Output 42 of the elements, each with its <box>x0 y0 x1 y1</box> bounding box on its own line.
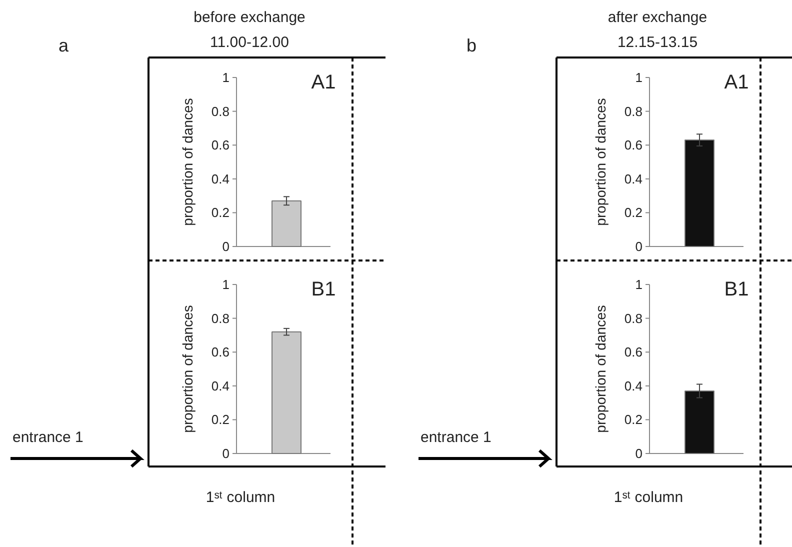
y-tick-label: 0.6 <box>624 344 643 360</box>
y-tick-label: 1 <box>222 277 230 292</box>
y-tick-label: 0 <box>222 239 230 254</box>
y-tick-label: 1 <box>635 277 643 292</box>
chart-title: A1 <box>311 72 336 94</box>
text: 1ˢᵗ column <box>614 489 684 506</box>
text: a <box>58 36 70 56</box>
y-tick-label: 0.6 <box>211 138 230 153</box>
chart-title: A1 <box>724 72 749 94</box>
y-axis-title: proportion of dances <box>592 305 608 433</box>
text: 11.00-12.00 <box>210 34 289 51</box>
text: after exchange <box>608 9 708 26</box>
y-tick-label: 1 <box>222 70 230 85</box>
y-tick-label: 0.4 <box>211 171 230 186</box>
y-tick-label: 0.4 <box>624 378 643 394</box>
y-tick-label: 0.2 <box>211 205 230 220</box>
chart-title: B1 <box>311 278 336 300</box>
y-tick-label: 0 <box>635 446 643 461</box>
y-tick-label: 0 <box>222 446 230 461</box>
text: before exchange <box>194 9 306 26</box>
y-tick-label: 0.2 <box>624 205 643 220</box>
y-tick-label: 0.4 <box>624 171 643 186</box>
y-tick-label: 0 <box>635 239 643 254</box>
y-axis-title: proportion of dances <box>180 305 196 433</box>
y-tick-label: 0.8 <box>624 104 643 119</box>
text: 1ˢᵗ column <box>206 489 276 506</box>
text: entrance 1 <box>420 429 492 446</box>
y-tick-label: 0.4 <box>211 378 230 394</box>
y-tick-label: 0.6 <box>624 138 643 153</box>
text: entrance 1 <box>12 429 84 446</box>
y-tick-label: 0.2 <box>624 412 643 428</box>
y-tick-label: 0.2 <box>211 412 230 428</box>
y-tick-label: 0.8 <box>211 104 230 119</box>
y-tick-label: 0.8 <box>211 310 230 326</box>
y-tick-label: 0.6 <box>211 344 230 360</box>
chart-title: B1 <box>724 278 749 300</box>
y-tick-label: 1 <box>635 70 643 85</box>
y-axis-title: proportion of dances <box>592 98 608 226</box>
text: 12.15-13.15 <box>617 34 698 51</box>
text: b <box>466 36 477 56</box>
y-tick-label: 0.8 <box>624 310 643 326</box>
y-axis-title: proportion of dances <box>180 98 196 226</box>
